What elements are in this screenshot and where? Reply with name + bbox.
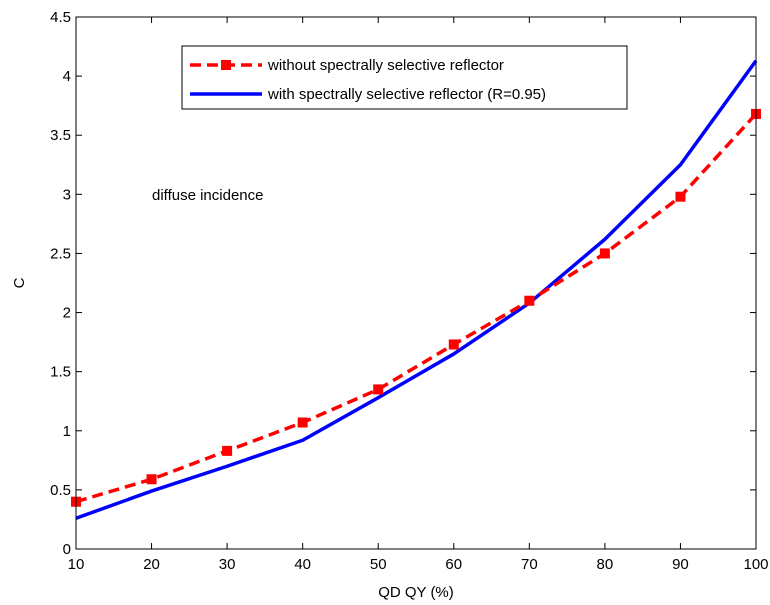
x-tick-label: 60 [445, 556, 462, 573]
y-tick-label: 1.5 [50, 364, 71, 381]
y-axis-label: C [11, 277, 28, 288]
x-tick-label: 40 [294, 556, 311, 573]
legend-marker-without-reflector [221, 60, 231, 70]
data-point-without-reflector [373, 384, 384, 395]
data-point-without-reflector [675, 191, 686, 202]
data-point-without-reflector [524, 295, 535, 306]
y-tick-label: 4.5 [50, 9, 71, 26]
y-tick-label: 2 [63, 305, 71, 322]
data-point-without-reflector [297, 417, 308, 428]
series-line-with-reflector [75, 59, 758, 520]
y-tick-label: 4 [63, 68, 71, 85]
y-tick-label: 3 [63, 186, 71, 203]
series-line-without-reflector [75, 112, 758, 504]
x-tick-label: 10 [68, 556, 85, 573]
y-tick-label: 0.5 [50, 482, 71, 499]
y-tick-label: 2.5 [50, 245, 71, 262]
data-point-without-reflector [222, 445, 233, 456]
x-tick-label: 100 [743, 556, 768, 573]
y-tick-label: 3.5 [50, 127, 71, 144]
y-tick-label: 0 [63, 541, 71, 558]
x-tick-label: 70 [521, 556, 538, 573]
x-tick-label: 90 [672, 556, 689, 573]
x-tick-label: 20 [143, 556, 160, 573]
x-tick-label: 30 [219, 556, 236, 573]
x-tick-label: 80 [597, 556, 614, 573]
annotation-diffuse-incidence: diffuse incidence [152, 187, 263, 204]
x-axis-label: QD QY (%) [378, 584, 454, 601]
x-tick-label: 50 [370, 556, 387, 573]
data-point-without-reflector [448, 339, 459, 350]
legend-box [181, 45, 628, 110]
data-point-without-reflector [146, 474, 157, 485]
data-point-without-reflector [599, 248, 610, 259]
legend-label-without-reflector: without spectrally selective reflector [267, 57, 504, 74]
plot-area-frame [75, 16, 757, 550]
legend-label-with-reflector: with spectrally selective reflector (R=0… [267, 86, 546, 103]
y-tick-label: 1 [63, 423, 71, 440]
tick-layer: 10 20 30 40 50 60 70 80 90 100 0 0.5 1 1.5 2 2.5 3 3.5 4 4.… [50, 9, 768, 573]
legend: without spectrally selective reflector w… [181, 45, 628, 110]
